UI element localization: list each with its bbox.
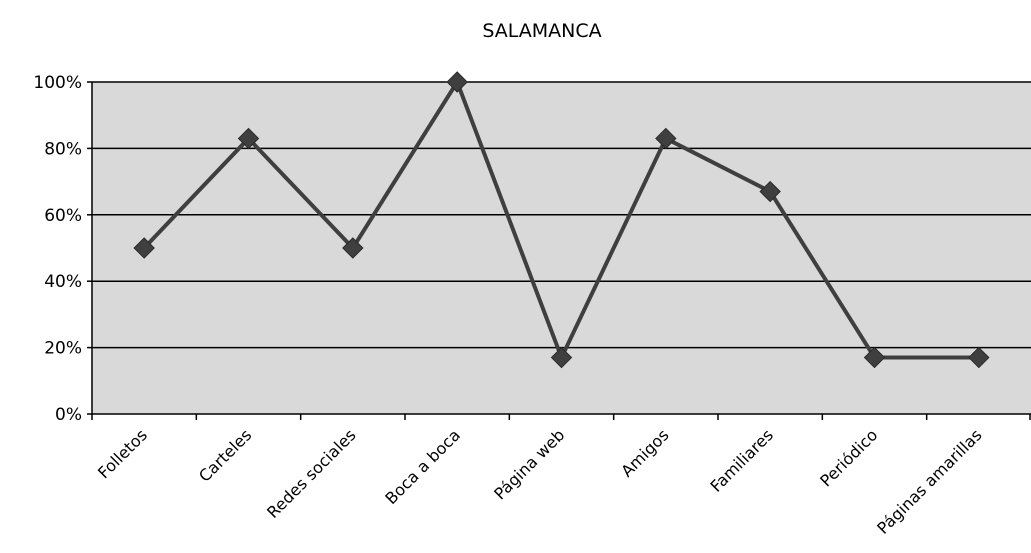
data-point-marker <box>446 71 468 93</box>
data-point-marker <box>655 127 677 150</box>
x-tick-label: Boca a boca <box>381 425 464 508</box>
y-tick-label: 20% <box>44 339 82 359</box>
chart-title: SALAMANCA <box>482 20 601 42</box>
y-tick-label: 40% <box>44 272 82 292</box>
x-tick-label: Redes sociales <box>263 425 359 521</box>
data-point-marker <box>550 346 573 369</box>
x-tick-label: Familiares <box>707 425 777 495</box>
data-point-marker <box>342 237 364 259</box>
axes <box>87 81 1031 420</box>
x-tick-label: Carteles <box>195 425 255 485</box>
y-tick-label: 0% <box>55 405 82 425</box>
x-tick-label: Páginas amarillas <box>873 425 985 537</box>
x-tick-label: Periódico <box>816 425 881 490</box>
data-point-marker <box>968 346 990 369</box>
y-tick-label: 60% <box>44 206 82 226</box>
y-tick-label: 100% <box>33 73 82 93</box>
y-tick-label: 80% <box>44 139 82 159</box>
x-tick-label: Página web <box>490 425 568 503</box>
x-tick-label: Amigos <box>617 425 672 480</box>
series-layer <box>133 71 990 369</box>
data-point-marker <box>759 180 781 203</box>
x-tick-label: Folletos <box>94 425 151 482</box>
data-point-marker <box>863 346 886 369</box>
data-point-marker <box>237 127 260 150</box>
data-point-marker <box>133 237 155 259</box>
